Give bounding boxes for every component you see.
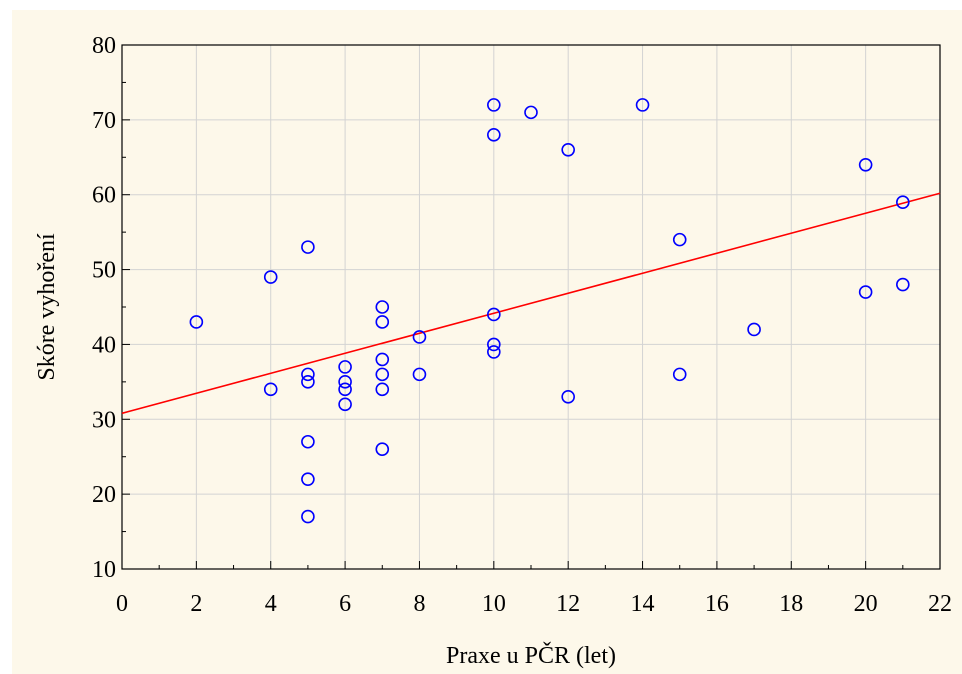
x-tick-label: 6 xyxy=(339,591,351,617)
plot-area xyxy=(121,44,941,570)
x-tick-label: 4 xyxy=(265,591,277,617)
y-axis-title: Skóre vyhoření xyxy=(34,233,60,381)
data-point xyxy=(301,434,315,449)
data-point xyxy=(338,397,352,412)
y-tick-label: 10 xyxy=(92,557,116,583)
x-tick-label: 12 xyxy=(556,591,580,617)
x-tick-label: 0 xyxy=(116,591,128,617)
data-point xyxy=(375,315,390,329)
data-point xyxy=(301,472,315,486)
y-tick-label: 80 xyxy=(92,33,116,59)
x-tick-label: 2 xyxy=(190,591,202,617)
regression-line xyxy=(121,192,941,415)
data-point xyxy=(412,367,427,382)
data-point xyxy=(858,285,873,299)
data-point xyxy=(338,360,352,374)
data-point xyxy=(561,390,575,404)
data-point xyxy=(301,375,315,389)
data-point xyxy=(487,345,501,359)
data-point xyxy=(672,367,687,382)
data-point xyxy=(301,509,315,524)
data-point xyxy=(263,382,278,397)
data-point xyxy=(375,442,390,457)
data-point xyxy=(375,367,390,382)
data-point xyxy=(412,330,427,344)
data-point xyxy=(747,322,761,337)
y-tick-label: 60 xyxy=(92,183,116,209)
data-point xyxy=(338,382,352,397)
y-axis-tick-labels: 10 20 30 40 50 60 70 80 xyxy=(92,33,116,583)
data-points xyxy=(189,98,910,524)
data-point xyxy=(561,143,575,157)
chart-background xyxy=(12,10,962,674)
data-point xyxy=(896,195,910,209)
y-tick-label: 70 xyxy=(92,108,116,134)
data-point xyxy=(301,367,315,382)
data-point xyxy=(487,98,501,112)
y-tick-label: 30 xyxy=(92,407,116,433)
data-point xyxy=(301,240,315,254)
data-point xyxy=(487,337,501,352)
data-point xyxy=(263,270,278,284)
y-tick-label: 40 xyxy=(92,332,116,358)
data-point xyxy=(524,105,538,120)
x-tick-label: 8 xyxy=(413,591,425,617)
x-tick-label: 20 xyxy=(854,591,878,617)
data-point xyxy=(375,382,390,397)
x-axis-tick-labels: 0 2 4 6 8 10 12 14 16 18 20 22 xyxy=(116,591,952,617)
x-axis-title: Praxe u PČR (let) xyxy=(446,642,616,669)
x-tick-label: 14 xyxy=(631,591,655,617)
data-point xyxy=(375,300,390,314)
data-point xyxy=(189,315,204,329)
data-point xyxy=(858,157,873,172)
data-point xyxy=(896,277,910,292)
x-tick-label: 16 xyxy=(705,591,729,617)
data-point xyxy=(487,307,501,322)
y-tick-label: 50 xyxy=(92,258,116,284)
data-point xyxy=(635,98,650,112)
x-tick-label: 10 xyxy=(482,591,506,617)
x-tick-label: 18 xyxy=(779,591,803,617)
x-tick-label: 22 xyxy=(928,591,952,617)
data-point xyxy=(338,375,352,389)
y-tick-label: 20 xyxy=(92,482,116,508)
grid-lines xyxy=(122,45,940,569)
data-point xyxy=(487,128,501,142)
data-point xyxy=(375,352,390,367)
data-point xyxy=(672,232,687,247)
axis-ticks xyxy=(121,44,941,570)
